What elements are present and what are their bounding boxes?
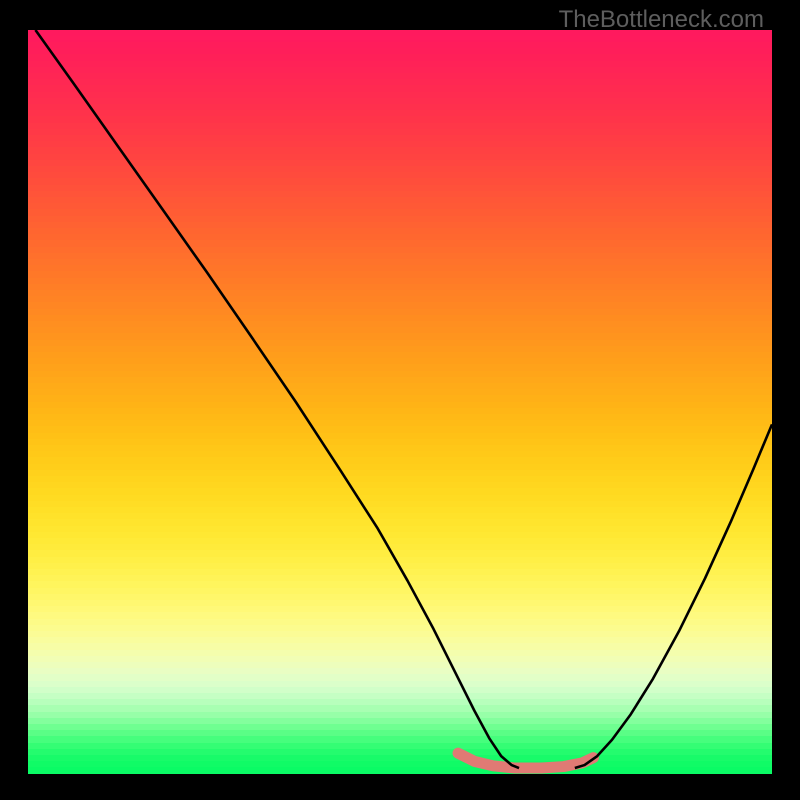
- curve-right: [575, 424, 772, 768]
- watermark-source: TheBottleneck.com: [559, 6, 764, 34]
- curve-left: [35, 30, 519, 768]
- bottleneck-curve-svg: [28, 30, 772, 774]
- plot-area: [28, 30, 772, 774]
- optimal-range-highlight: [458, 753, 593, 768]
